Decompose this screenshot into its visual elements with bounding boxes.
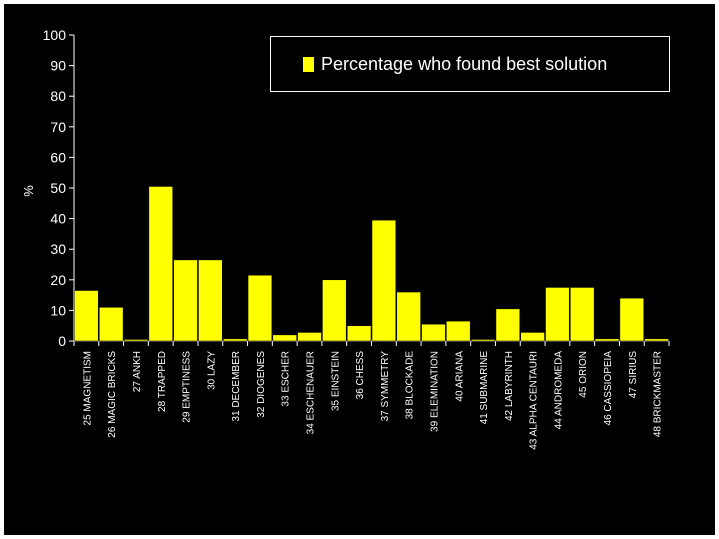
- x-tick-labels: 25 MAGNETISM 26 MAGIC BRICKS 27 ANKH 28 TRA…: [82, 351, 663, 450]
- y-tick-label: 20: [50, 272, 66, 288]
- legend: Percentage who found best solution: [270, 36, 670, 92]
- bar: [346, 325, 372, 342]
- bar: [594, 338, 620, 342]
- bar: [173, 259, 198, 342]
- x-tick-label: 27 ANKH: [132, 351, 143, 392]
- bar: [371, 219, 397, 342]
- x-tick-label: 38 BLOCKADE: [405, 351, 416, 420]
- bar: [570, 287, 595, 342]
- y-tick-label: 90: [50, 58, 66, 74]
- bar: [198, 259, 223, 342]
- bar: [123, 339, 149, 342]
- x-tick-label: 29 EMPTINESS: [182, 351, 193, 423]
- y-tick-label: 0: [58, 333, 66, 349]
- bar: [148, 186, 173, 342]
- y-tick-label: 80: [50, 88, 66, 104]
- legend-label: Percentage who found best solution: [321, 53, 608, 74]
- y-tick-label: 100: [43, 27, 67, 43]
- bar: [470, 339, 496, 342]
- bar: [297, 332, 322, 342]
- chart-frame: 0 10 20 30 40 50 60 70 80 90 100 25 MAGNETISM 26 MA…: [4, 4, 715, 535]
- x-tick-label: 33 ESCHER: [281, 351, 292, 407]
- x-tick-label: 48 BRICKMASTER: [653, 351, 664, 437]
- x-tick-label: 28 TRAPPED: [157, 351, 168, 412]
- bar: [99, 307, 124, 342]
- x-tick-label: 39 ELEMINATION: [429, 351, 440, 432]
- x-tick-label: 37 SYMMETRY: [380, 351, 391, 422]
- bar: [322, 279, 347, 342]
- bar-chart: 0 10 20 30 40 50 60 70 80 90 100 25 MAGNETISM 26 MA…: [21, 27, 670, 450]
- bar: [272, 334, 297, 342]
- x-tick-label: 40 ARIANA: [454, 351, 465, 402]
- bar: [74, 290, 99, 342]
- y-axis-label: %: [21, 185, 36, 197]
- x-tick-label: 45 ORION: [578, 351, 589, 398]
- x-tick-label: 26 MAGIC BRICKS: [107, 351, 118, 438]
- bar: [396, 291, 421, 342]
- bar: [223, 338, 248, 342]
- x-tick-label: 25 MAGNETISM: [82, 351, 93, 425]
- x-tick-label: 44 ANDROMEDA: [553, 351, 564, 430]
- bar: [247, 274, 273, 342]
- x-tick-label: 31 DECEMBER: [231, 351, 242, 422]
- x-tick-label: 41 SUBMARINE: [479, 351, 490, 425]
- x-tick-label: 47 SIRIUS: [628, 351, 639, 399]
- y-tick-label: 30: [50, 241, 66, 257]
- y-tick-label: 70: [50, 119, 66, 135]
- y-tick-label: 60: [50, 149, 66, 165]
- axes: [69, 34, 670, 346]
- x-tick-label: 43 ALPHA CENTAURI: [529, 351, 540, 450]
- x-tick-label: 35 EINSTEIN: [330, 351, 341, 411]
- bar: [421, 323, 446, 342]
- bar: [495, 308, 521, 342]
- bars: [74, 186, 669, 342]
- bar: [619, 297, 644, 342]
- bar: [520, 332, 545, 342]
- y-tick-label: 40: [50, 211, 66, 227]
- y-tick-label: 50: [50, 180, 66, 196]
- bar: [446, 320, 471, 342]
- x-tick-label: 32 DIOGENES: [256, 351, 267, 418]
- x-tick-label: 30 LAZY: [206, 351, 217, 390]
- x-tick-label: 34 ESCHENAUER: [306, 351, 317, 434]
- legend-swatch: [303, 56, 314, 72]
- y-tick-labels: 0 10 20 30 40 50 60 70 80 90 100: [43, 27, 67, 349]
- bar: [644, 338, 669, 342]
- x-tick-label: 42 LABYRINTH: [504, 351, 515, 421]
- x-tick-label: 36 CHESS: [355, 351, 366, 400]
- x-tick-label: 46 CASSIOPEIA: [603, 351, 614, 426]
- bar: [545, 287, 570, 342]
- y-tick-label: 10: [50, 302, 66, 318]
